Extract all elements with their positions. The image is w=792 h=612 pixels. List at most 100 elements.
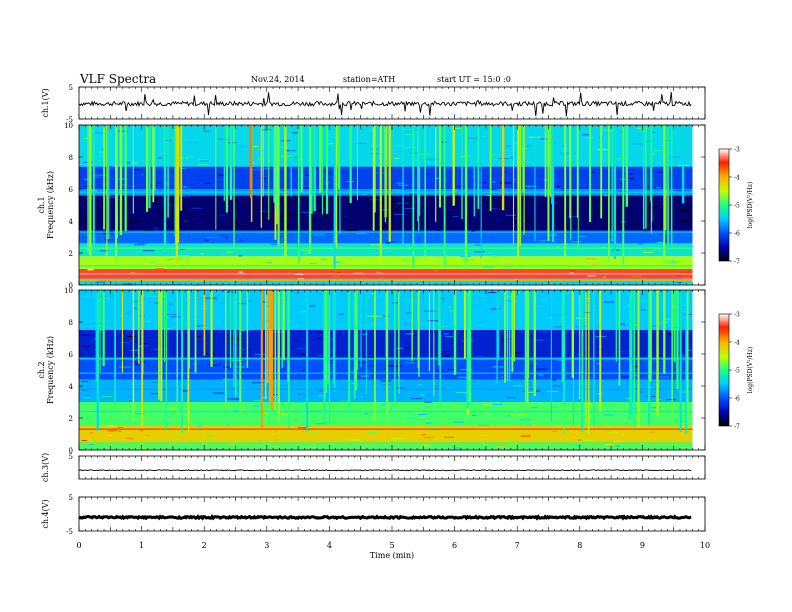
spectral-texture — [351, 184, 357, 186]
spectral-texture — [659, 199, 663, 201]
spectral-texture — [484, 201, 495, 203]
spectral-texture — [596, 363, 602, 365]
spectral-texture — [401, 259, 409, 261]
spectral-texture — [423, 444, 429, 446]
spectral-texture — [445, 336, 454, 338]
spectral-texture — [492, 403, 503, 405]
spectral-texture — [391, 437, 403, 439]
spectral-texture — [178, 258, 189, 260]
spectral-texture — [328, 209, 333, 211]
spectral-texture — [405, 140, 415, 142]
spectral-texture — [190, 319, 203, 321]
spectral-texture — [433, 387, 445, 389]
spectral-texture — [556, 246, 560, 248]
spectral-texture — [140, 174, 144, 176]
spectral-texture — [310, 218, 321, 220]
spectral-texture — [466, 259, 474, 261]
spectral-texture — [453, 189, 458, 191]
spectral-texture — [251, 382, 264, 384]
spectral-texture — [149, 303, 157, 305]
spectral-texture — [583, 440, 594, 442]
y-tick-label: 4 — [69, 383, 74, 391]
spectral-texture — [473, 229, 480, 231]
spectral-texture — [126, 162, 131, 164]
spectral-texture — [196, 179, 207, 181]
y-axis-label: ch.1(V) — [41, 88, 50, 117]
spectral-texture — [632, 143, 644, 145]
waveform-trace — [78, 469, 692, 472]
spectral-texture — [386, 365, 393, 367]
spectral-texture — [327, 415, 330, 417]
spectral-texture — [82, 410, 92, 412]
spectral-texture — [679, 290, 691, 292]
spectral-texture — [556, 186, 560, 188]
spectral-texture — [449, 310, 457, 312]
spectral-texture — [444, 195, 449, 197]
spectral-texture — [109, 294, 118, 296]
spectral-texture — [584, 379, 592, 381]
spectral-texture — [608, 254, 618, 256]
spectral-texture — [323, 216, 330, 218]
spectral-texture — [404, 347, 410, 349]
spectral-texture — [618, 190, 626, 192]
spectral-texture — [260, 210, 268, 212]
spectral-texture — [541, 404, 552, 406]
spectral-texture — [413, 397, 417, 399]
spectral-texture — [656, 242, 666, 244]
spectral-texture — [306, 446, 317, 448]
spectral-texture — [206, 237, 218, 239]
spectral-texture — [598, 148, 609, 150]
spectral-texture — [104, 239, 117, 241]
spectral-texture — [487, 292, 499, 294]
spectral-texture — [127, 336, 136, 338]
spectral-texture — [382, 252, 387, 254]
spectral-texture — [510, 157, 514, 159]
spectral-texture — [202, 244, 214, 246]
spectral-texture — [392, 210, 402, 212]
spectral-texture — [487, 371, 499, 373]
spectral-texture — [662, 262, 673, 264]
spectral-texture — [451, 317, 455, 319]
spectral-texture — [138, 345, 142, 347]
spectral-texture — [301, 370, 306, 372]
spectral-texture — [362, 333, 369, 335]
spectral-texture — [551, 202, 557, 204]
spectral-texture — [492, 181, 496, 183]
spectral-texture — [656, 386, 663, 388]
spectral-texture — [541, 298, 546, 300]
spectral-texture — [489, 394, 494, 396]
spectral-texture — [129, 220, 140, 222]
spectral-texture — [646, 140, 653, 142]
spectral-texture — [220, 303, 225, 305]
spectral-texture — [611, 261, 616, 263]
spectral-texture — [394, 145, 404, 147]
spectral-texture — [189, 413, 195, 415]
spectral-texture — [427, 144, 430, 146]
spectral-texture — [132, 413, 145, 415]
spectral-texture — [548, 359, 553, 361]
spectral-texture — [169, 242, 173, 244]
spectral-texture — [477, 136, 486, 138]
spectral-texture — [663, 239, 668, 241]
y-axis-label: ch.1 — [37, 196, 46, 213]
ch4-waveform-panel: 5 -5 ch.4(V) — [41, 494, 706, 536]
spectral-texture — [146, 295, 158, 297]
spectral-texture — [99, 155, 103, 157]
spectral-texture — [314, 234, 325, 236]
spectral-texture — [488, 405, 495, 407]
spectral-texture — [262, 326, 266, 328]
spectral-texture — [143, 229, 153, 231]
spectral-texture — [142, 250, 155, 252]
spectral-texture — [209, 364, 221, 366]
spectral-texture — [401, 128, 412, 130]
spectral-texture — [388, 200, 399, 202]
spectral-texture — [561, 145, 565, 147]
spectral-texture — [420, 394, 424, 396]
spectral-texture — [263, 412, 268, 414]
spectral-texture — [517, 414, 529, 416]
spectral-texture — [378, 171, 381, 173]
spectral-texture — [515, 292, 521, 294]
spectral-texture — [380, 414, 384, 416]
spectral-texture — [441, 332, 444, 334]
spectral-texture — [436, 256, 444, 258]
